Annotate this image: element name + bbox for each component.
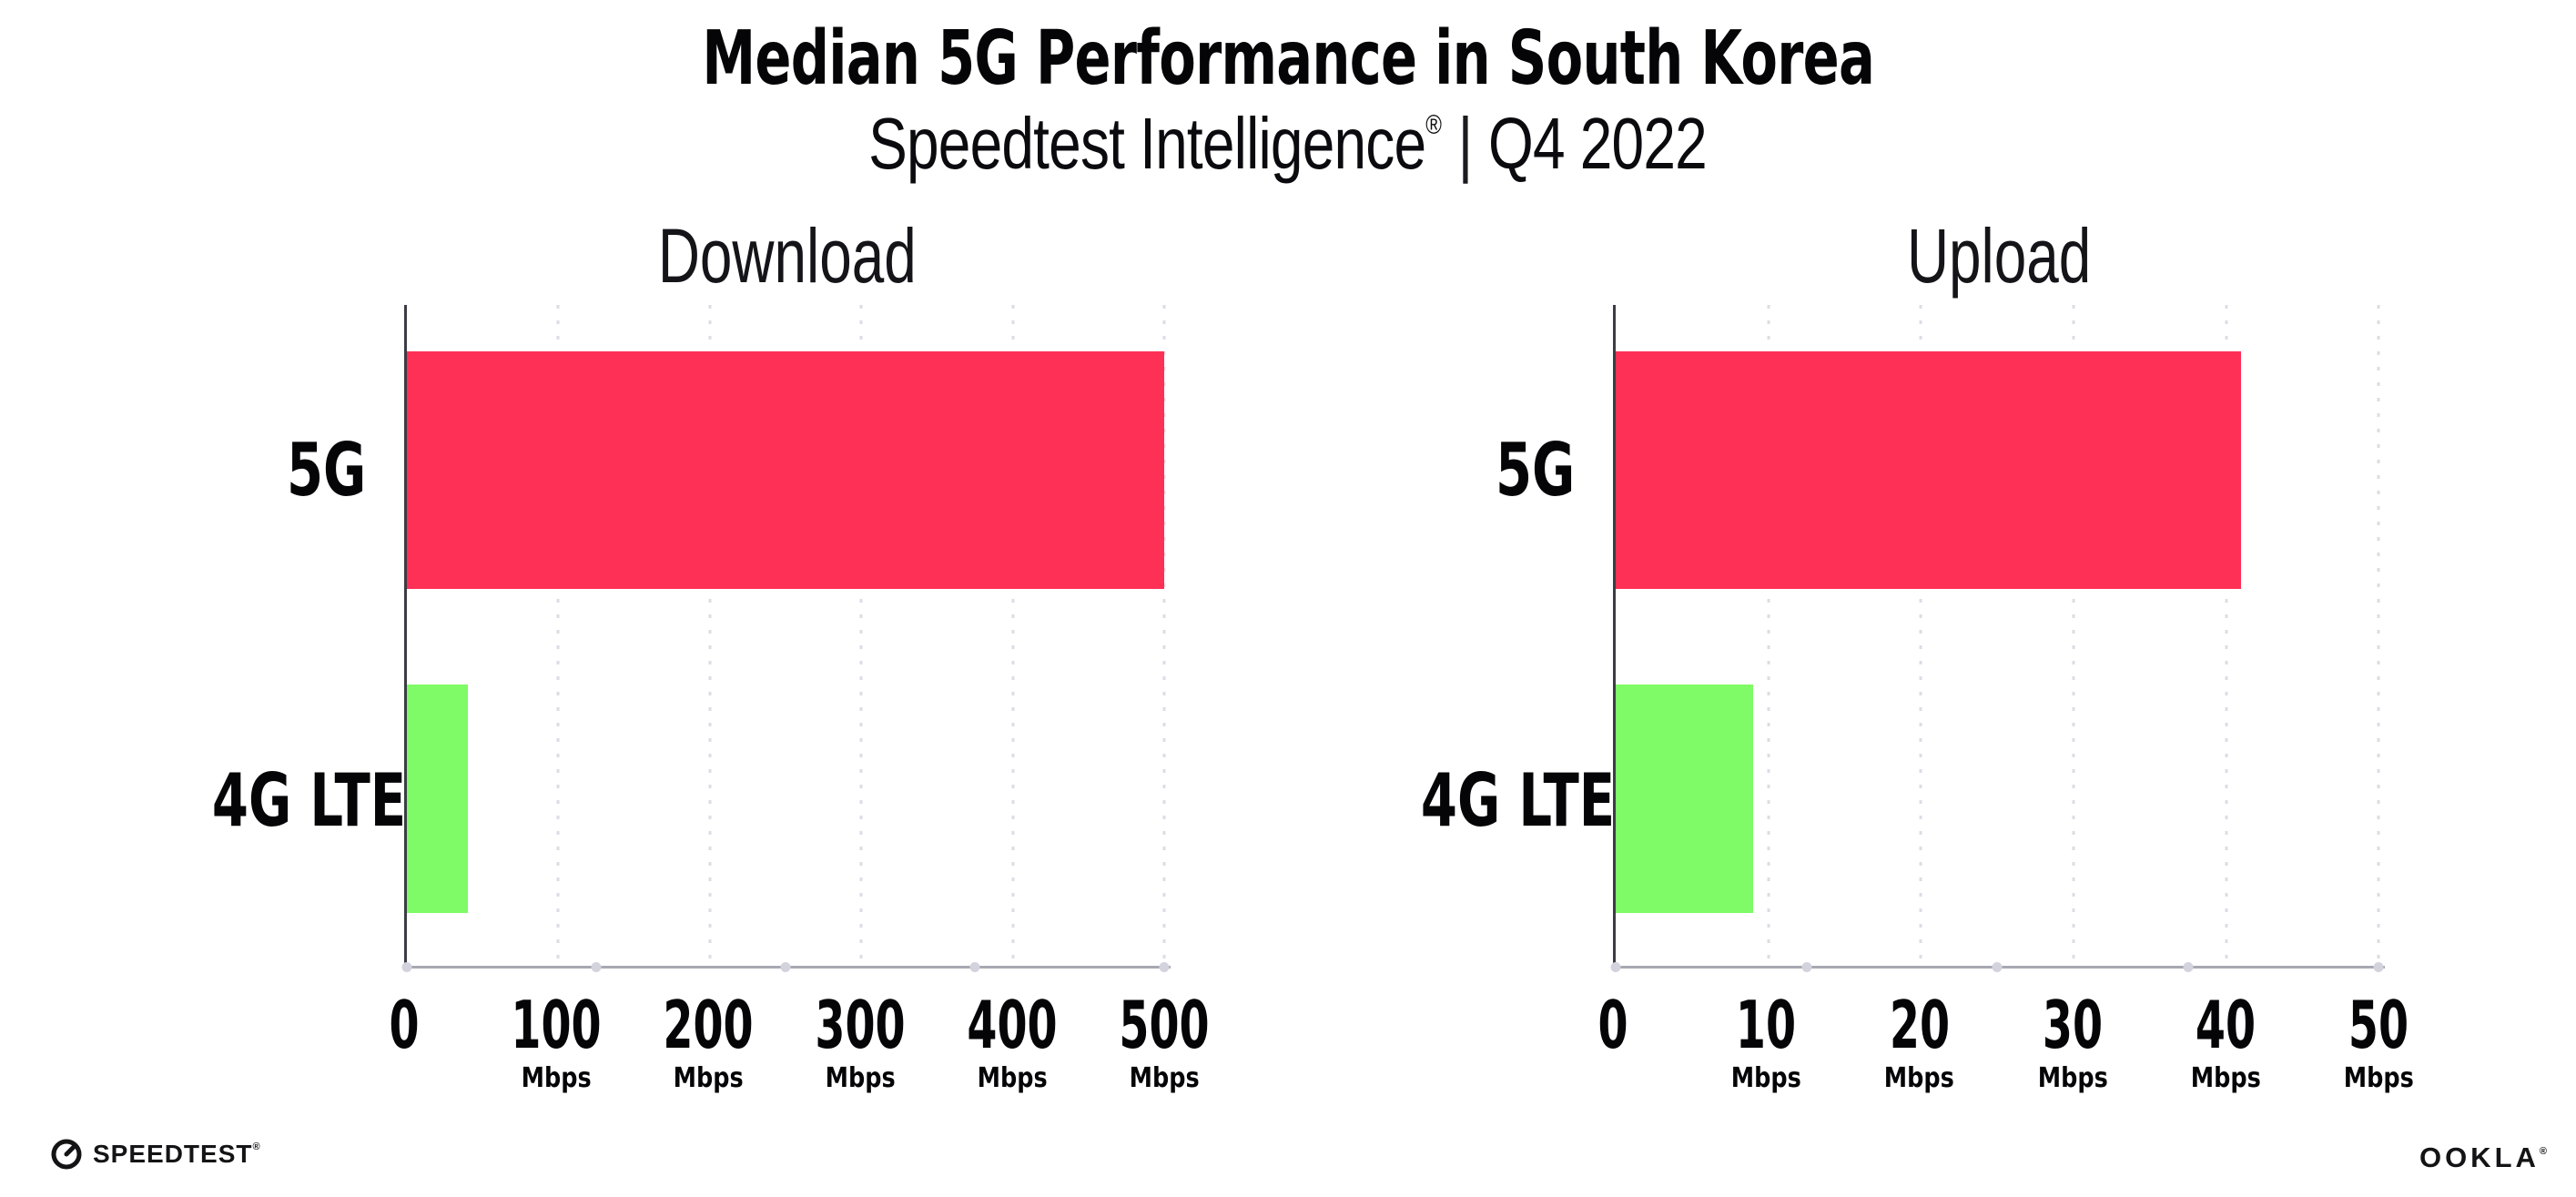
download-x-tick-300: 300 Mbps <box>792 992 928 1092</box>
subtitle-separator: | <box>1458 103 1474 184</box>
download-gridline-100 <box>556 305 560 966</box>
upload-x-tick-unit: Mbps <box>2037 1062 2108 1094</box>
download-axis-dot <box>969 962 980 972</box>
upload-x-tick-0: 0 <box>1597 987 1628 1063</box>
upload-axis-dot <box>1610 962 1621 972</box>
download-gridline-300 <box>859 305 863 966</box>
upload-x-tick-unit: Mbps <box>2190 1062 2261 1094</box>
upload-x-tick-unit: Mbps <box>2343 1062 2414 1094</box>
download-x-tick-unit: Mbps <box>673 1062 744 1094</box>
upload-axis-dot <box>1801 962 1812 972</box>
subtitle-brand: Speedtest Intelligence <box>868 103 1427 184</box>
upload-axis-dot <box>2183 962 2194 972</box>
download-gridline-200 <box>708 305 712 966</box>
download-plot <box>401 305 1171 972</box>
upload-x-tick-unit: Mbps <box>1883 1062 1955 1094</box>
upload-bar-4g-lte <box>1616 684 1753 913</box>
download-gridline-500 <box>1162 305 1166 966</box>
download-x-tick-unit: Mbps <box>521 1062 592 1094</box>
ookla-logo: OOKLA® <box>2419 1141 2547 1173</box>
download-axis-dot <box>591 962 602 972</box>
download-chart-title: Download <box>658 213 917 299</box>
download-x-tick-200: 200 Mbps <box>640 992 776 1092</box>
download-x-tick-0: 0 <box>389 987 420 1063</box>
upload-axis-dot <box>1992 962 2003 972</box>
upload-x-tick-50: 50 Mbps <box>2333 992 2424 1092</box>
upload-bar-5g <box>1616 350 2242 590</box>
speedtest-trademark: ® <box>252 1141 260 1152</box>
download-x-tick-unit: Mbps <box>977 1062 1048 1094</box>
download-x-tick-unit: Mbps <box>825 1062 896 1094</box>
subtitle-period: Q4 2022 <box>1488 103 1708 184</box>
download-axis-dot <box>401 962 412 972</box>
upload-category-label-4g-lte: 4G LTE <box>1420 757 1616 843</box>
download-category-label-5g: 5G <box>286 428 366 513</box>
download-x-tick-500: 500 Mbps <box>1096 992 1232 1092</box>
registered-mark: ® <box>1425 110 1443 140</box>
ookla-trademark: ® <box>2539 1146 2547 1157</box>
upload-chart-title: Upload <box>1906 213 2092 299</box>
upload-gridline-50 <box>2377 305 2380 966</box>
upload-x-tick-30: 30 Mbps <box>2027 992 2118 1092</box>
upload-gridline-10 <box>1767 305 1770 966</box>
upload-gridline-20 <box>1919 305 1922 966</box>
download-axis-dot <box>780 962 791 972</box>
speedtest-gauge-icon <box>50 1138 83 1171</box>
upload-category-labels: 5G 4G LTE <box>1345 305 1616 969</box>
header: Median 5G Performance in South Korea Spe… <box>0 0 2576 180</box>
upload-gridline-40 <box>2225 305 2228 966</box>
upload-plot <box>1610 305 2385 972</box>
download-bar-5g <box>407 350 1165 590</box>
upload-x-tick-10: 10 Mbps <box>1720 992 1811 1092</box>
download-x-tick-100: 100 Mbps <box>488 992 624 1092</box>
upload-x-axis: 0 10 Mbps 20 Mbps 30 Mbps 40 Mbps 50 Mbps <box>1597 969 2413 1123</box>
upload-x-tick-20: 20 Mbps <box>1873 992 1964 1092</box>
download-gridline-400 <box>1011 305 1015 966</box>
download-x-tick-400: 400 Mbps <box>944 992 1080 1092</box>
upload-gridline-30 <box>2072 305 2075 966</box>
download-x-axis: 0 100 Mbps 200 Mbps 300 Mbps 400 Mbps 500 Mbps <box>389 969 1209 1123</box>
upload-category-label-5g: 5G <box>1495 428 1575 513</box>
speedtest-wordmark: SPEEDTEST® <box>93 1140 260 1168</box>
download-chart: Download 5G 4G LTE 0 100 Mbps 200 Mbps 300 Mbps… <box>137 213 1210 1123</box>
speedtest-logo: SPEEDTEST® <box>50 1138 260 1171</box>
download-x-tick-unit: Mbps <box>1129 1062 1200 1094</box>
page-title: Median 5G Performance in South Korea <box>702 15 1874 102</box>
download-category-label-4g-lte: 4G LTE <box>211 757 407 843</box>
upload-x-tick-40: 40 Mbps <box>2180 992 2271 1092</box>
download-category-labels: 5G 4G LTE <box>137 305 407 969</box>
upload-axis-dot <box>2373 962 2384 972</box>
upload-chart: Upload 5G 4G LTE 0 10 Mbps 20 Mbps 30 Mbps 40 Mbp… <box>1345 213 2414 1123</box>
page-subtitle: Speedtest Intelligence® | Q4 2022 <box>0 107 2576 180</box>
upload-x-tick-unit: Mbps <box>1730 1062 1801 1094</box>
download-bar-4g-lte <box>407 684 468 913</box>
download-axis-dot <box>1159 962 1170 972</box>
